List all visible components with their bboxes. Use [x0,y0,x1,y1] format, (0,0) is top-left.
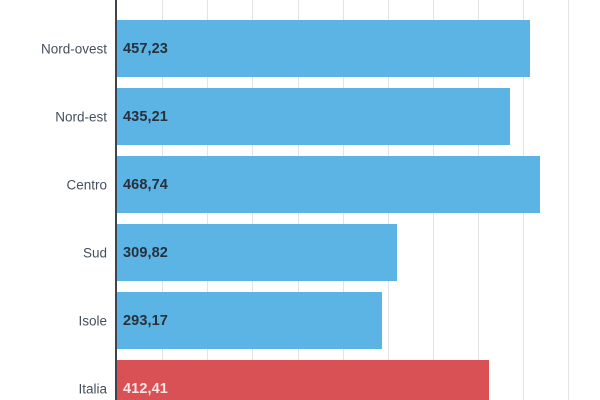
bar-row[interactable]: 435,21 [117,88,600,145]
category-axis-labels: Nord-ovest Nord-est Centro Sud Isole Italia [0,0,107,400]
category-label-isole: Isole [78,313,107,328]
bar-value-label: 435,21 [123,108,168,125]
bar-value-label: 309,82 [123,244,168,261]
bar-row[interactable]: 457,23 [117,20,600,77]
bar-row[interactable]: 468,74 [117,156,600,213]
bar-series: 457,23 435,21 468,74 309,82 293,17 412,41 [117,0,600,400]
bar-value-label: 457,23 [123,40,168,57]
category-label-nord-ovest: Nord-ovest [40,41,107,56]
bar-italia[interactable] [117,360,490,400]
bar-value-label: 412,41 [123,380,168,397]
category-axis-line [115,0,117,400]
bar-row[interactable]: 309,82 [117,224,600,281]
category-label-nord-est: Nord-est [55,109,107,124]
bar-value-label: 293,17 [123,312,168,329]
bars-layer: 457,23 435,21 468,74 309,82 293,17 412,41 [117,0,600,400]
bar-row[interactable]: 293,17 [117,292,600,349]
category-label-centro: Centro [66,177,107,192]
bar-nord-ovest[interactable] [117,20,530,77]
bar-nord-est[interactable] [117,88,510,145]
category-label-italia: Italia [78,381,107,396]
bar-isole[interactable] [117,292,382,349]
bar-value-label: 468,74 [123,176,168,193]
category-label-sud: Sud [82,245,107,260]
bar-centro[interactable] [117,156,541,213]
bar-row[interactable]: 412,41 [117,360,600,400]
bar-sud[interactable] [117,224,397,281]
